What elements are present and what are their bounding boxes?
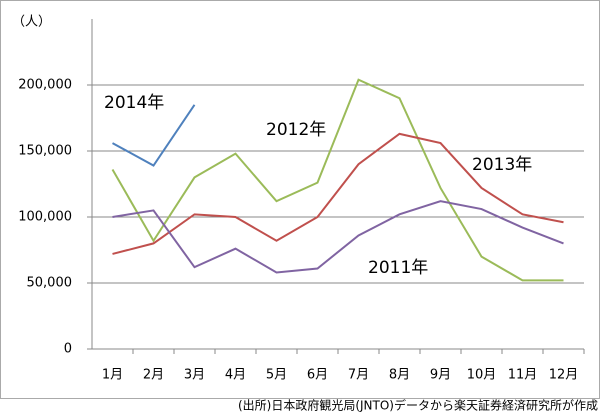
source: (出所)日本政府観光局(JNTO)データから楽天証券経済研究所が作成: [238, 398, 598, 413]
x-tick-label: 8月: [389, 368, 410, 383]
x-tick-label: 6月: [307, 368, 328, 383]
series-line: [112, 200, 564, 274]
x-tick-label: 10月: [467, 368, 497, 383]
series-line: [112, 104, 196, 167]
y-tick-label: 100,000: [18, 210, 72, 225]
frame: [0, 0, 600, 399]
series-line: [111, 78, 564, 282]
x-tick-label: 9月: [430, 368, 451, 383]
x-tick-label: 12月: [549, 368, 579, 383]
x-tick-label: 7月: [348, 368, 369, 383]
x-tick-label: 11月: [508, 368, 538, 383]
x-tick-label: 2月: [143, 368, 164, 383]
y-tick-label: 50,000: [27, 276, 73, 291]
series-label: 2011年: [368, 258, 428, 278]
y-tick-label: 150,000: [18, 144, 72, 159]
y-tick-label: 200,000: [18, 78, 72, 93]
x-tick-label: 3月: [184, 368, 205, 383]
y-tick-label: 0: [64, 342, 72, 357]
x-tick-label: 5月: [266, 368, 287, 383]
x-tick-label: 1月: [102, 368, 123, 383]
series-label: 2012年: [266, 120, 326, 140]
unit-label: （人）: [12, 15, 51, 30]
series-line: [112, 132, 564, 255]
series-label: 2013年: [472, 155, 532, 175]
series-label: 2014年: [104, 93, 164, 113]
x-tick-label: 4月: [225, 368, 246, 383]
